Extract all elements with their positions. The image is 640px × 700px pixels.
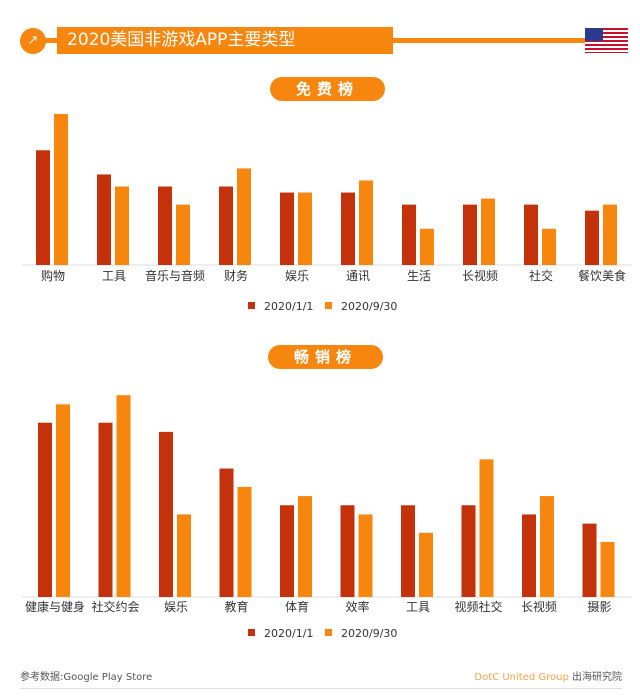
footer-divider xyxy=(20,688,622,689)
legend-label: 2020/1/1 xyxy=(264,627,313,640)
bar-2 xyxy=(540,496,554,597)
bar-2 xyxy=(116,395,131,597)
x-tick-label: 音乐与音频 xyxy=(145,268,205,283)
x-tick-label: 长视频 xyxy=(521,599,557,614)
bar-2 xyxy=(359,180,373,265)
bar-2 xyxy=(603,204,617,265)
bar-2 xyxy=(600,541,615,597)
x-tick-label: 摄影 xyxy=(587,599,611,614)
x-tick-label: 购物 xyxy=(41,268,65,283)
x-tick-label: 娱乐 xyxy=(285,269,309,283)
bar-2 xyxy=(419,532,433,597)
x-tick-label: 娱乐 xyxy=(164,600,188,614)
bar-2 xyxy=(176,204,190,265)
bar-2 xyxy=(54,114,68,266)
legend-swatch xyxy=(325,629,332,636)
bar-1 xyxy=(401,505,415,597)
x-tick-label: 长视频 xyxy=(462,268,498,283)
x-tick-label: 视频社交 xyxy=(454,599,502,614)
bar-1 xyxy=(219,186,233,265)
external-link-icon: ↗ xyxy=(20,28,46,54)
brand-credit: DotC United Group 出海研究院 xyxy=(474,668,622,683)
source-note: 参考数据:Google Play Store xyxy=(20,672,153,683)
x-tick-label: 财务 xyxy=(224,268,248,283)
bar-1 xyxy=(159,431,173,597)
legend-label: 2020/9/30 xyxy=(341,627,397,640)
bar-2 xyxy=(56,404,70,597)
bar-1 xyxy=(463,204,477,265)
bar-1 xyxy=(36,150,50,265)
bar-1 xyxy=(280,505,294,597)
bar-2 xyxy=(237,486,252,597)
bar-2 xyxy=(420,228,434,265)
bar-2 xyxy=(298,192,312,265)
free-chart: 购物 工具 音乐与音频 财务 娱乐 通讯 生活 长视频 社交 餐饮美食 2020/1/1 2020/9… xyxy=(22,114,632,313)
bar-2 xyxy=(481,198,495,265)
bar-2 xyxy=(358,514,373,597)
brand-name: DotC United Group xyxy=(474,672,569,683)
x-tick-label: 社交 xyxy=(529,268,553,283)
bar-1 xyxy=(402,204,416,265)
x-tick-label: 教育 xyxy=(224,599,248,614)
bar-1 xyxy=(585,210,599,265)
bar-1 xyxy=(524,204,538,265)
bar-2 xyxy=(237,168,251,265)
x-tick-label: 通讯 xyxy=(346,269,370,283)
page-title: 2020美国非游戏APP主要类型 xyxy=(57,27,393,54)
legend-label: 2020/9/30 xyxy=(341,300,397,313)
brand-suffix: 出海研究院 xyxy=(568,672,622,683)
bar-1 xyxy=(341,192,355,265)
x-tick-label: 体育 xyxy=(285,599,309,614)
x-tick-label: 社交约会 xyxy=(91,599,139,614)
bar-1 xyxy=(38,422,52,597)
bar-1 xyxy=(158,186,172,265)
bar-1 xyxy=(219,468,234,597)
bar-1 xyxy=(280,192,294,265)
bar-1 xyxy=(461,505,476,597)
legend-swatch xyxy=(248,302,255,309)
bar-2 xyxy=(542,228,556,265)
chart2-title: 畅销榜 xyxy=(268,345,383,369)
us-flag-icon xyxy=(585,28,628,53)
legend-swatch xyxy=(325,302,332,309)
x-tick-label: 生活 xyxy=(407,269,431,283)
grossing-chart: 健康与健身 社交约会 娱乐 教育 体育 效率 工具 视频社交 长视频 摄影 2020/1/1 2020… xyxy=(22,395,632,640)
x-tick-label: 效率 xyxy=(345,599,369,614)
x-tick-label: 健康与健身 xyxy=(25,599,85,614)
legend-swatch xyxy=(248,629,255,636)
chart1-title: 免费榜 xyxy=(270,77,385,101)
bar-2 xyxy=(298,496,312,597)
bar-1 xyxy=(582,523,597,597)
bar-1 xyxy=(98,422,113,597)
x-tick-label: 餐饮美食 xyxy=(578,268,626,283)
bar-2 xyxy=(479,459,494,597)
bar-2 xyxy=(115,186,129,265)
legend-label: 2020/1/1 xyxy=(264,300,313,313)
x-tick-label: 工具 xyxy=(102,269,126,283)
bar-2 xyxy=(177,514,191,597)
bar-1 xyxy=(522,514,536,597)
x-tick-label: 工具 xyxy=(406,600,430,614)
bar-1 xyxy=(97,174,111,265)
bar-1 xyxy=(340,505,355,597)
